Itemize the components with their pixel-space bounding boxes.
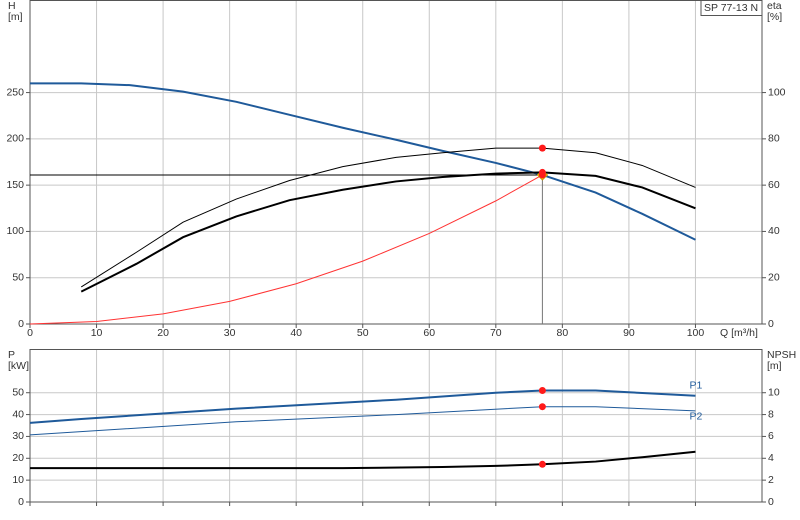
y-tick-label: 250 (6, 86, 24, 98)
curve (30, 82, 696, 241)
curve (29, 174, 543, 325)
x-axis-label: Q [m³/h] (720, 327, 758, 339)
y-axis-unit: [m] (8, 11, 23, 23)
y-tick-label: 200 (6, 133, 24, 145)
x-tick-label: 100 (687, 327, 705, 339)
x-tick-label: 10 (91, 327, 103, 339)
x-tick-label: 90 (623, 327, 635, 339)
title-box (700, 0, 763, 16)
x-tick-label: 80 (557, 327, 569, 339)
x-tick-label: 20 (157, 327, 169, 339)
y-tick-label: 50 (12, 386, 24, 398)
series-label: P2 (689, 411, 702, 423)
series-label: P1 (689, 380, 702, 392)
plot-area (30, 349, 762, 502)
curve (29, 406, 696, 436)
y-tick-label: 20 (12, 452, 24, 464)
y-tick-label: 100 (6, 225, 24, 237)
x-tick-label: 0 (27, 327, 33, 339)
curve (29, 389, 696, 424)
y2-tick-label: 0 (768, 318, 774, 330)
y2-tick-label: 10 (768, 386, 780, 398)
x-tick-label: 50 (357, 327, 369, 339)
y-tick-label: 0 (18, 318, 24, 330)
y2-axis-label: NPSH (767, 349, 796, 361)
y2-axis-label: eta (767, 0, 782, 12)
x-tick-label: 30 (224, 327, 236, 339)
y2-tick-label: 20 (768, 271, 780, 283)
curve (80, 147, 696, 288)
y-tick-label: 150 (6, 179, 24, 191)
operating-point (538, 460, 546, 468)
y-tick-label: 30 (12, 430, 24, 442)
x-tick-label: 60 (423, 327, 435, 339)
y2-tick-label: 80 (768, 133, 780, 145)
y2-tick-label: 0 (768, 496, 774, 508)
y-tick-label: 0 (18, 496, 24, 508)
y-tick-label: 40 (12, 408, 24, 420)
operating-point (538, 168, 546, 176)
curve (80, 171, 696, 293)
chart-title: SP 77-13 N (704, 2, 758, 14)
y2-tick-label: 40 (768, 225, 780, 237)
plot-area (30, 0, 762, 324)
y2-axis-unit: [m] (767, 360, 782, 372)
plot-border (29, 0, 763, 325)
y-tick-label: 50 (12, 271, 24, 283)
y2-tick-label: 100 (768, 86, 786, 98)
y-axis-label: P (8, 349, 15, 361)
x-tick-label: 40 (290, 327, 302, 339)
y2-tick-label: 4 (768, 452, 774, 464)
y2-tick-label: 8 (768, 408, 774, 420)
plot-border (29, 349, 763, 503)
operating-point (538, 387, 546, 395)
y2-tick-label: 6 (768, 430, 774, 442)
y2-axis-unit: [%] (767, 11, 782, 23)
y2-tick-label: 60 (768, 179, 780, 191)
curve (30, 450, 696, 470)
y-tick-label: 10 (12, 474, 24, 486)
y-axis-label: H (8, 0, 16, 12)
y2-tick-label: 2 (768, 474, 774, 486)
y-axis-unit: [kW] (8, 360, 29, 372)
x-tick-label: 70 (490, 327, 502, 339)
operating-point (538, 144, 546, 152)
operating-point (538, 403, 546, 411)
